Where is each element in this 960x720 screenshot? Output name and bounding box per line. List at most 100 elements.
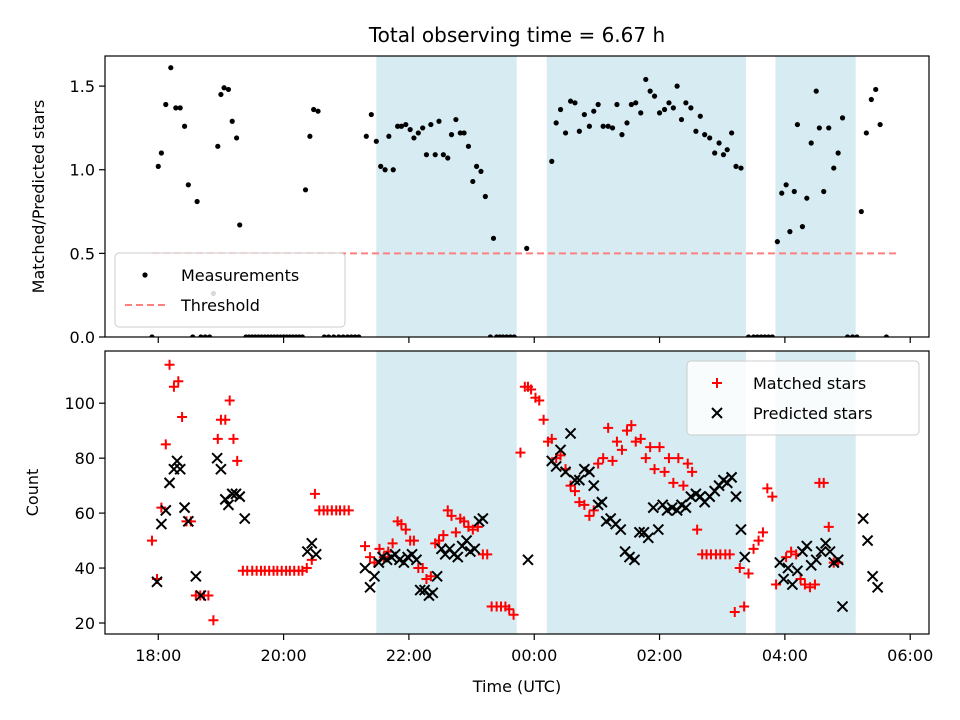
data-point <box>666 100 672 106</box>
data-point <box>411 135 417 141</box>
data-point <box>220 414 231 425</box>
data-point <box>557 106 564 113</box>
legend: Measurements Threshold <box>114 252 346 328</box>
data-point <box>511 334 517 337</box>
data-point <box>446 510 457 521</box>
data-point <box>415 130 421 136</box>
data-point <box>211 452 223 464</box>
data-point <box>356 334 362 337</box>
x-tick-label: 04:00 <box>762 646 808 665</box>
legend: Matched stars Predicted stars <box>686 360 920 436</box>
data-point <box>647 501 659 514</box>
data-point <box>177 105 183 111</box>
data-point <box>549 158 555 164</box>
data-point <box>306 537 318 550</box>
data-point <box>777 573 790 585</box>
data-point <box>630 436 641 447</box>
data-point <box>465 143 472 149</box>
data-point <box>420 125 426 131</box>
data-point <box>757 527 768 538</box>
data-point <box>453 116 459 123</box>
data-point <box>659 466 670 477</box>
data-point <box>546 433 557 444</box>
data-point <box>554 444 567 456</box>
data-point <box>208 615 219 626</box>
data-point <box>185 182 191 188</box>
data-point <box>569 474 581 486</box>
data-point <box>725 471 738 484</box>
data-point <box>733 163 739 169</box>
data-point <box>340 334 346 337</box>
data-point <box>177 411 188 422</box>
data-point <box>818 477 829 488</box>
data-point <box>190 570 202 583</box>
data-point <box>794 121 801 128</box>
data-point <box>522 554 534 566</box>
plot-frame <box>104 350 930 635</box>
data-point <box>786 578 799 591</box>
data-point <box>871 581 884 593</box>
data-point <box>207 334 213 337</box>
data-point <box>490 235 497 241</box>
data-point <box>373 138 379 144</box>
data-point <box>819 537 832 550</box>
legend-box <box>686 360 920 436</box>
data-point <box>607 455 618 466</box>
data-point <box>779 190 785 196</box>
data-point <box>448 132 455 138</box>
data-point <box>508 609 519 620</box>
data-point <box>791 188 797 195</box>
data-point <box>647 88 653 94</box>
data-point <box>656 110 663 116</box>
series-predicted-stars <box>151 427 884 613</box>
data-point <box>654 442 665 453</box>
chart-title: Total observing time = 6.67 h <box>368 23 665 47</box>
data-point <box>774 239 780 245</box>
data-point <box>603 422 614 433</box>
data-point <box>707 135 713 141</box>
data-point <box>301 545 314 558</box>
data-point <box>611 436 622 447</box>
data-point <box>863 130 869 136</box>
data-point <box>831 165 837 171</box>
data-point <box>702 132 708 138</box>
x-tick-label: 02:00 <box>637 646 683 665</box>
data-point <box>336 334 342 337</box>
data-point <box>445 155 451 161</box>
legend-marker <box>712 378 722 388</box>
data-point <box>584 510 595 521</box>
data-point <box>844 334 851 337</box>
data-point <box>769 334 775 337</box>
data-point <box>482 193 488 200</box>
data-point <box>387 538 398 549</box>
data-point <box>203 590 214 601</box>
data-point <box>395 123 401 129</box>
x-tick-label: 20:00 <box>261 646 307 665</box>
data-point <box>396 519 407 530</box>
data-point <box>438 530 449 541</box>
legend-label: Predicted stars <box>753 404 873 423</box>
data-point <box>642 532 654 544</box>
data-point <box>595 101 601 108</box>
data-point <box>748 543 759 554</box>
data-point <box>591 108 597 114</box>
data-point <box>151 576 163 588</box>
data-point <box>614 101 620 108</box>
data-point <box>553 120 559 126</box>
data-point <box>697 113 703 119</box>
data-point <box>839 115 846 121</box>
data-point <box>173 105 179 111</box>
data-point <box>524 245 530 251</box>
data-point <box>390 167 396 173</box>
shaded-interval-1 <box>376 56 517 337</box>
data-point <box>866 570 879 583</box>
data-point <box>682 458 693 469</box>
data-point <box>221 85 227 91</box>
panel-ratio: 0.0 0.5 1.0 1.5 Matched/Predicted stars Measu… <box>29 55 930 347</box>
data-point <box>198 334 204 337</box>
data-point <box>331 334 337 337</box>
data-point <box>173 376 184 387</box>
data-point <box>374 543 385 554</box>
shaded-interval-2 <box>546 56 747 337</box>
data-point <box>767 491 778 502</box>
